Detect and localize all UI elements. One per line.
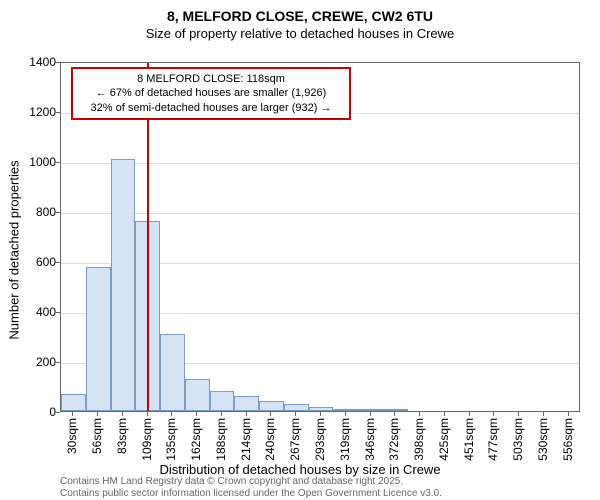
histogram-bar — [61, 394, 86, 412]
x-tick-mark — [394, 412, 395, 416]
x-tick-label: 267sqm — [288, 418, 302, 461]
x-tick-mark — [147, 412, 148, 416]
y-tick-mark — [56, 312, 60, 313]
footer-attribution: Contains HM Land Registry data © Crown c… — [60, 476, 442, 500]
x-tick-label: 56sqm — [90, 418, 104, 454]
histogram-bar — [111, 159, 136, 412]
y-tick-label: 1200 — [16, 105, 56, 119]
x-tick-mark — [246, 412, 247, 416]
histogram-bar — [160, 334, 185, 412]
y-tick-label: 200 — [16, 355, 56, 369]
info-line-property: 8 MELFORD CLOSE: 118sqm — [79, 72, 343, 86]
gridline — [61, 213, 579, 214]
x-tick-label: 293sqm — [313, 418, 327, 461]
x-tick-mark — [221, 412, 222, 416]
histogram-bar — [358, 409, 383, 411]
x-tick-mark — [196, 412, 197, 416]
x-tick-label: 556sqm — [561, 418, 575, 461]
x-tick-label: 319sqm — [338, 418, 352, 461]
histogram-bar — [259, 401, 284, 411]
footer-line1: Contains HM Land Registry data © Crown c… — [60, 476, 442, 488]
histogram-bar — [383, 409, 408, 411]
chart-subtitle: Size of property relative to detached ho… — [0, 24, 600, 41]
x-tick-mark — [493, 412, 494, 416]
x-tick-label: 530sqm — [536, 418, 550, 461]
histogram-bar — [234, 396, 259, 411]
x-tick-mark — [568, 412, 569, 416]
histogram-bar — [185, 379, 210, 412]
x-tick-mark — [295, 412, 296, 416]
x-tick-mark — [72, 412, 73, 416]
footer-line2: Contains public sector information licen… — [60, 488, 442, 500]
info-line-smaller: ← 67% of detached houses are smaller (1,… — [79, 86, 343, 100]
x-tick-label: 346sqm — [363, 418, 377, 461]
x-tick-label: 83sqm — [115, 418, 129, 454]
y-tick-mark — [56, 262, 60, 263]
x-tick-mark — [370, 412, 371, 416]
x-tick-label: 30sqm — [65, 418, 79, 454]
x-tick-label: 398sqm — [412, 418, 426, 461]
y-tick-label: 0 — [16, 405, 56, 419]
chart-title: 8, MELFORD CLOSE, CREWE, CW2 6TU — [0, 0, 600, 24]
y-tick-mark — [56, 412, 60, 413]
x-tick-label: 503sqm — [511, 418, 525, 461]
x-tick-mark — [469, 412, 470, 416]
info-line-larger: 32% of semi-detached houses are larger (… — [79, 101, 343, 115]
x-tick-mark — [171, 412, 172, 416]
y-tick-mark — [56, 112, 60, 113]
y-tick-mark — [56, 162, 60, 163]
x-tick-label: 188sqm — [214, 418, 228, 461]
y-tick-label: 1000 — [16, 155, 56, 169]
gridline — [61, 163, 579, 164]
x-tick-mark — [122, 412, 123, 416]
property-info-box: 8 MELFORD CLOSE: 118sqm← 67% of detached… — [71, 67, 351, 120]
y-tick-label: 600 — [16, 255, 56, 269]
x-tick-mark — [320, 412, 321, 416]
x-tick-label: 240sqm — [263, 418, 277, 461]
histogram-bar — [86, 267, 111, 411]
y-tick-mark — [56, 212, 60, 213]
x-tick-mark — [419, 412, 420, 416]
histogram-bar — [210, 391, 235, 411]
y-tick-label: 400 — [16, 305, 56, 319]
x-tick-label: 477sqm — [486, 418, 500, 461]
x-tick-mark — [518, 412, 519, 416]
x-tick-mark — [345, 412, 346, 416]
x-axis-label: Distribution of detached houses by size … — [0, 462, 600, 477]
histogram-bar — [309, 407, 334, 411]
x-tick-label: 162sqm — [189, 418, 203, 461]
histogram-chart: 8, MELFORD CLOSE, CREWE, CW2 6TU Size of… — [0, 0, 600, 500]
histogram-bar — [284, 404, 309, 412]
x-tick-label: 109sqm — [140, 418, 154, 461]
x-tick-mark — [444, 412, 445, 416]
y-tick-mark — [56, 62, 60, 63]
x-tick-mark — [270, 412, 271, 416]
y-tick-mark — [56, 362, 60, 363]
y-tick-label: 1400 — [16, 55, 56, 69]
y-tick-label: 800 — [16, 205, 56, 219]
x-tick-label: 214sqm — [239, 418, 253, 461]
x-tick-label: 372sqm — [387, 418, 401, 461]
x-tick-mark — [543, 412, 544, 416]
plot-area: 8 MELFORD CLOSE: 118sqm← 67% of detached… — [60, 62, 580, 412]
x-tick-label: 135sqm — [164, 418, 178, 461]
histogram-bar — [333, 409, 358, 412]
x-tick-label: 451sqm — [462, 418, 476, 461]
x-tick-label: 425sqm — [437, 418, 451, 461]
x-tick-mark — [97, 412, 98, 416]
